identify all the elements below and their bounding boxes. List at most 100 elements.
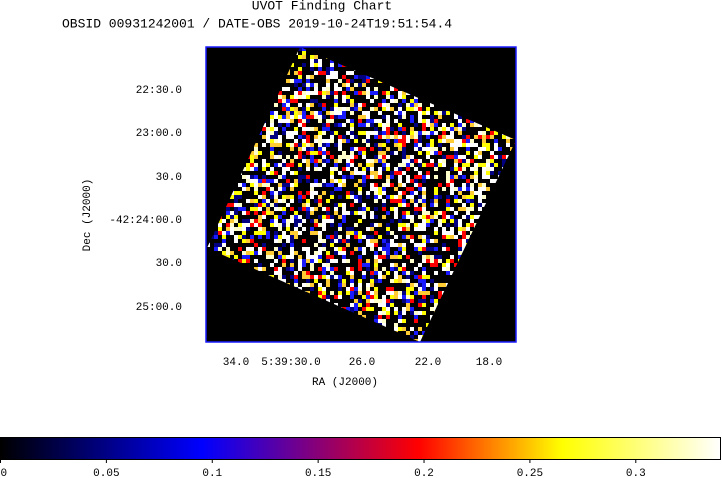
pixel	[306, 159, 310, 163]
pixel	[402, 155, 406, 159]
pixel	[430, 127, 434, 131]
pixel	[466, 119, 470, 123]
pixel	[318, 283, 322, 287]
pixel	[410, 163, 414, 167]
pixel	[274, 223, 278, 227]
pixel	[386, 183, 390, 187]
pixel	[306, 259, 310, 263]
pixel	[266, 183, 270, 187]
pixel	[306, 127, 310, 131]
pixel	[374, 171, 378, 175]
pixel	[218, 227, 222, 231]
pixel	[322, 159, 326, 163]
pixel	[386, 195, 390, 199]
pixel	[282, 223, 286, 227]
y-tick-label: 25:00.0	[136, 302, 182, 314]
pixel	[354, 155, 358, 159]
pixel	[258, 223, 262, 227]
pixel	[402, 199, 406, 203]
pixel	[290, 183, 294, 187]
pixel	[362, 211, 366, 215]
pixel	[334, 75, 338, 79]
pixel	[362, 263, 366, 267]
pixel	[366, 299, 370, 303]
pixel	[278, 227, 282, 231]
pixel	[374, 271, 378, 275]
pixel	[382, 243, 386, 247]
pixel	[470, 175, 474, 179]
pixel	[306, 119, 310, 123]
pixel	[430, 255, 434, 259]
pixel	[382, 107, 386, 111]
pixel	[370, 307, 374, 311]
pixel	[310, 83, 314, 87]
pixel	[334, 259, 338, 263]
pixel	[314, 87, 318, 91]
pixel	[410, 215, 414, 219]
pixel	[254, 187, 258, 191]
pixel	[418, 303, 422, 307]
pixel	[342, 247, 346, 251]
pixel	[346, 83, 350, 87]
pixel	[350, 195, 354, 199]
pixel	[278, 151, 282, 155]
pixel	[370, 123, 374, 127]
pixel	[262, 203, 266, 207]
pixel	[410, 283, 414, 287]
pixel	[290, 251, 294, 255]
pixel	[282, 243, 286, 247]
pixel	[270, 147, 274, 151]
pixel	[462, 167, 466, 171]
pixel	[450, 135, 454, 139]
pixel	[326, 95, 330, 99]
pixel	[214, 243, 218, 247]
pixel	[422, 111, 426, 115]
pixel	[278, 239, 282, 243]
pixel	[350, 191, 354, 195]
pixel	[358, 299, 362, 303]
pixel	[350, 271, 354, 275]
pixel	[350, 283, 354, 287]
pixel	[394, 139, 398, 143]
pixel	[458, 131, 462, 135]
pixel	[450, 271, 454, 275]
pixel	[282, 171, 286, 175]
pixel	[342, 155, 346, 159]
pixel	[442, 247, 446, 251]
pixel	[314, 207, 318, 211]
pixel	[334, 111, 338, 115]
pixel	[286, 167, 290, 171]
pixel	[326, 299, 330, 303]
pixel	[462, 139, 466, 143]
pixel	[450, 215, 454, 219]
pixel	[430, 263, 434, 267]
pixel	[442, 283, 446, 287]
pixel	[334, 247, 338, 251]
pixel	[442, 211, 446, 215]
pixel	[442, 267, 446, 271]
pixel	[290, 187, 294, 191]
pixel	[242, 167, 246, 171]
pixel	[418, 187, 422, 191]
pixel	[350, 99, 354, 103]
pixel	[314, 63, 318, 67]
pixel	[506, 139, 510, 143]
pixel	[274, 163, 278, 167]
pixel	[282, 131, 286, 135]
pixel	[458, 255, 462, 259]
pixel	[390, 255, 394, 259]
pixel	[426, 111, 430, 115]
pixel	[298, 119, 302, 123]
pixel	[346, 191, 350, 195]
pixel	[378, 187, 382, 191]
pixel	[446, 223, 450, 227]
pixel	[426, 283, 430, 287]
pixel	[458, 251, 462, 255]
pixel	[442, 127, 446, 131]
pixel	[406, 135, 410, 139]
pixel	[390, 107, 394, 111]
pixel	[290, 259, 294, 263]
pixel	[262, 163, 266, 167]
pixel	[302, 203, 306, 207]
pixel	[290, 171, 294, 175]
